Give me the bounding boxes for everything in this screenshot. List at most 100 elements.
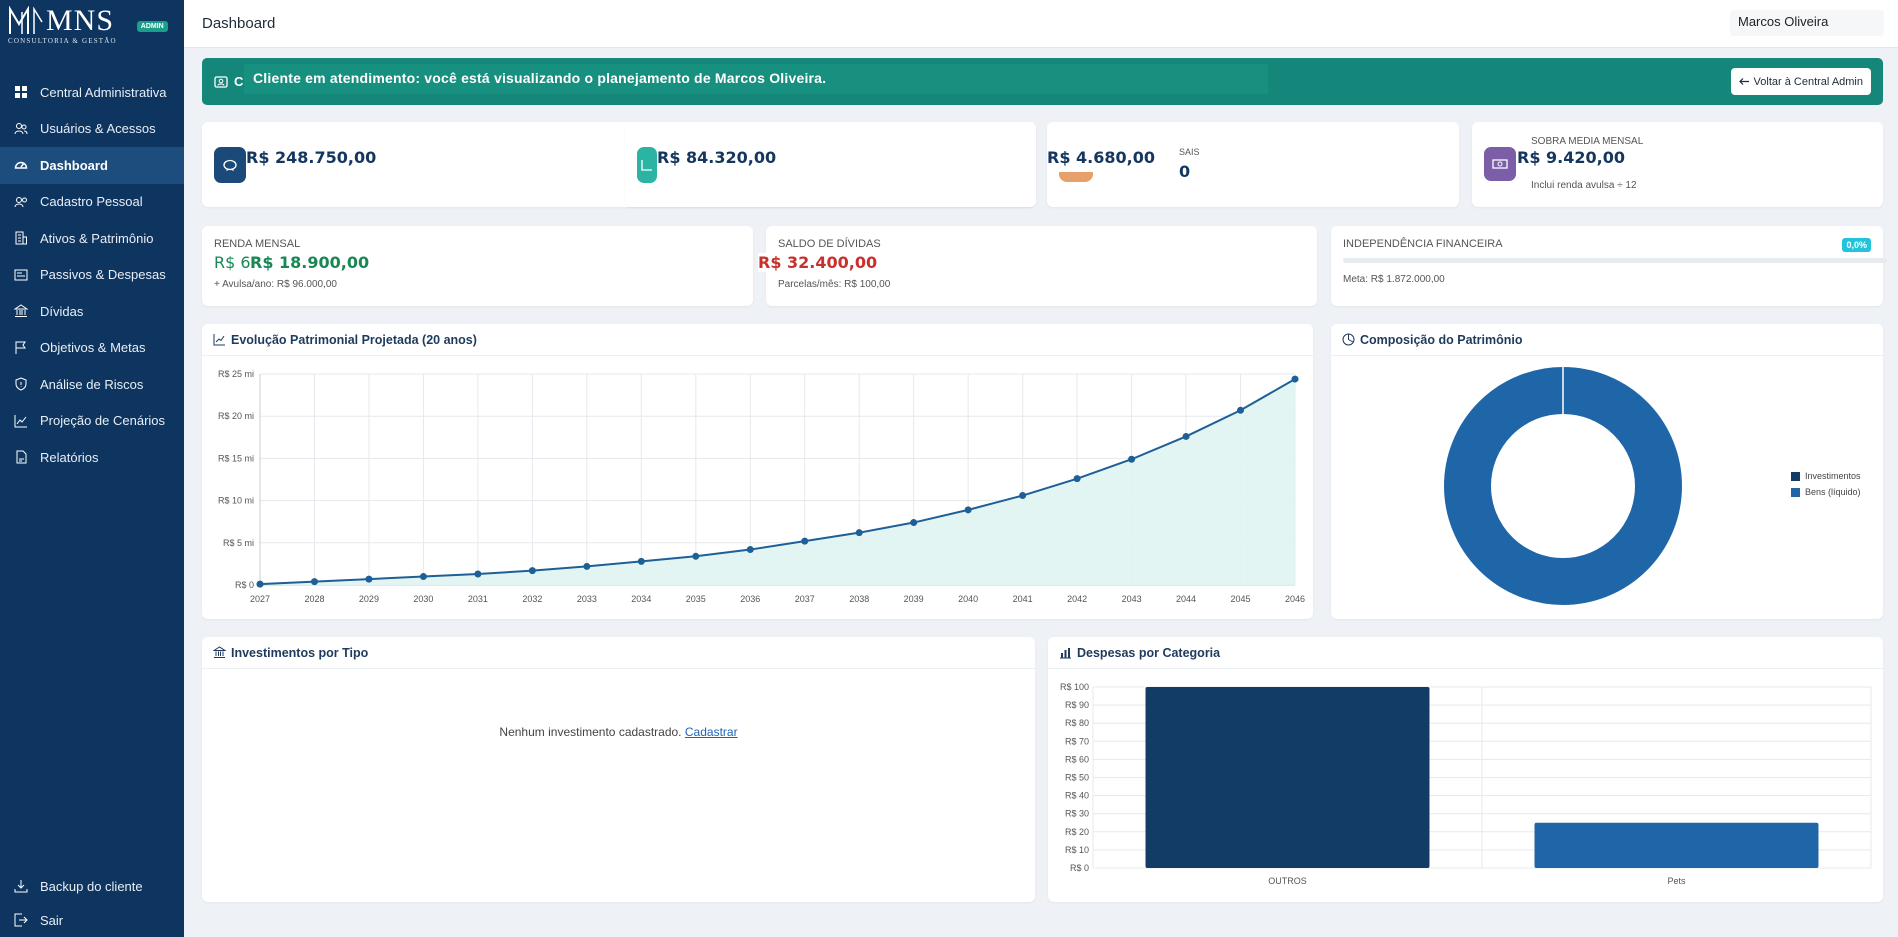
data-point (474, 570, 482, 578)
bar (1534, 822, 1819, 868)
sidebar-item-backup[interactable]: Backup do cliente (0, 869, 184, 903)
sidebar-item-dividas[interactable]: Dívidas (0, 293, 184, 330)
data-point (964, 506, 972, 514)
sidebar-item-dashboard[interactable]: Dashboard (0, 147, 184, 184)
x-tick-label: 2041 (1013, 594, 1033, 604)
users-icon (14, 122, 28, 136)
despesas-count: 0 (1179, 162, 1191, 181)
x-tick-label: 2046 (1285, 594, 1305, 604)
piggy-bank-icon (214, 147, 246, 183)
evolution-chart: R$ 0 R$ 5 mi R$ 10 mi R$ 15 mi R$ 20 mi R$ 25… (218, 369, 1305, 604)
dividas-label: SALDO DE DÍVIDAS (778, 238, 881, 250)
data-point (583, 562, 591, 570)
y-tick-label: R$ 0 (1070, 863, 1089, 873)
sidebar-item-label: Dívidas (40, 303, 84, 319)
y-tick-label: R$ 80 (1065, 718, 1089, 728)
brand-logo: MNS CONSULTORIA & GESTÃO (8, 4, 117, 46)
sobra-label: SOBRA MÉDIA MENSAL (1531, 136, 1644, 144)
topbar: Dashboard Marcos Oliveira (184, 0, 1898, 48)
patrimonio-value: R$ 248.750,00 (246, 148, 377, 167)
expenses-chart: R$ 0 R$ 10 R$ 20 R$ 30 R$ 40 R$ 50 R$ 60 R$ 70 R… (1060, 682, 1872, 886)
renda-label: RENDA MENSAL (214, 238, 301, 250)
back-to-admin-button[interactable]: Voltar à Central Admin (1730, 68, 1871, 95)
sidebar-item-label: Análise de Riscos (40, 376, 144, 392)
data-point (1237, 406, 1245, 414)
dividas-value: R$ 32.400,00 (758, 253, 878, 272)
x-tick-label: 2038 (849, 594, 869, 604)
sidebar-item-objetivos[interactable]: Objetivos & Metas (0, 330, 184, 367)
x-tick-label: 2035 (686, 594, 706, 604)
composition-card-title: Composição do Patrimônio (1360, 332, 1523, 347)
dividas-card: SALDO DE DÍVIDAS R$ 32.400,00 Parcelas/m… (758, 226, 1317, 306)
stat-card-investido: R$ 84.320,00 (625, 122, 1036, 207)
y-tick-label: R$ 20 (1065, 827, 1089, 837)
sidebar-item-label: Projeção de Cenários (40, 413, 166, 429)
receipt-icon (14, 268, 28, 282)
sidebar-item-riscos[interactable]: Análise de Riscos (0, 366, 184, 403)
flag-icon (14, 341, 28, 355)
data-point (528, 567, 536, 575)
independencia-progress (1343, 258, 1887, 263)
y-tick-label: R$ 40 (1065, 791, 1089, 801)
x-tick-label: 2029 (359, 594, 379, 604)
brand-subtitle: CONSULTORIA & GESTÃO (8, 37, 117, 45)
dividas-note: Parcelas/mês: R$ 100,00 (778, 279, 891, 290)
data-point (1182, 432, 1190, 440)
x-tick-label: OUTROS (1268, 876, 1307, 886)
x-tick-label: 2043 (1122, 594, 1142, 604)
sidebar: MNS CONSULTORIA & GESTÃO ADMIN Central A… (0, 0, 184, 937)
data-point (365, 575, 373, 583)
sidebar-item-usuarios[interactable]: Usuários & Acessos (0, 111, 184, 148)
sidebar-item-cenarios[interactable]: Projeção de Cenários (0, 403, 184, 440)
banner-message: Cliente em atendimento: você está visual… (244, 64, 1268, 94)
independencia-card: INDEPENDÊNCIA FINANCEIRA 0,0% Meta: R$ 1… (1331, 226, 1887, 306)
y-tick-label: R$ 20 mi (218, 411, 254, 421)
sidebar-item-passivos[interactable]: Passivos & Despesas (0, 257, 184, 294)
composition-chart-card: Composição do Patrimônio Investimentos B… (1331, 324, 1883, 619)
sidebar-item-label: Dashboard (40, 157, 108, 173)
sidebar-item-label: Passivos & Despesas (40, 267, 166, 283)
x-tick-label: 2039 (904, 594, 924, 604)
renda-value: R$ 18.900,00 (250, 253, 370, 272)
brand-name: MNS (46, 4, 115, 37)
sobra-value: R$ 9.420,00 (1517, 148, 1625, 167)
bank-icon (14, 304, 28, 318)
cadastrar-link[interactable]: Cadastrar (684, 725, 738, 739)
stat-card-despesas: R$ 4.680,00 SAIS 0 (1047, 122, 1459, 207)
sidebar-item-ativos[interactable]: Ativos & Patrimônio (0, 220, 184, 257)
pie-chart-icon (1342, 333, 1355, 346)
logo-mark-icon (9, 6, 43, 34)
x-tick-label: 2045 (1231, 594, 1251, 604)
chart-arrow-icon (637, 147, 657, 183)
grid-icon (14, 85, 28, 99)
sidebar-item-central-administrativa[interactable]: Central Administrativa (0, 74, 184, 111)
x-tick-label: 2036 (740, 594, 760, 604)
y-tick-label: R$ 0 (235, 580, 254, 590)
investments-empty-state: Nenhum investimento cadastrado. Cadastra… (202, 725, 1035, 739)
independencia-meta: Meta: R$ 1.872.000,00 (1343, 274, 1445, 285)
sidebar-bottom: Backup do cliente Sair (0, 869, 184, 937)
user-menu[interactable]: Marcos Oliveira (1730, 10, 1884, 36)
download-icon (14, 879, 28, 893)
arrow-left-icon (1738, 78, 1749, 85)
sidebar-item-relatorios[interactable]: Relatórios (0, 439, 184, 476)
composition-legend: Investimentos Bens (líquido) (1791, 471, 1861, 503)
trend-icon (14, 414, 28, 428)
legend-swatch (1791, 471, 1800, 481)
data-point (855, 529, 863, 537)
client-banner: Cl Cliente em atendimento: você está vis… (202, 58, 1883, 105)
data-point (692, 552, 700, 560)
legend-swatch (1791, 487, 1800, 497)
sidebar-item-label: Usuários & Acessos (40, 121, 156, 137)
building-icon (14, 231, 28, 245)
x-tick-label: 2031 (468, 594, 488, 604)
x-tick-label: Pets (1667, 876, 1686, 886)
sidebar-nav: Central Administrativa Usuários & Acesso… (0, 74, 184, 476)
brand: MNS CONSULTORIA & GESTÃO ADMIN (0, 0, 184, 56)
sidebar-item-cadastro-pessoal[interactable]: Cadastro Pessoal (0, 184, 184, 221)
sidebar-item-sair[interactable]: Sair (0, 903, 184, 937)
x-tick-label: 2037 (795, 594, 815, 604)
data-point (1073, 475, 1081, 483)
sobra-note: Inclui renda avulsa ÷ 12 (1531, 180, 1637, 191)
investments-card-header: Investimentos por Tipo (202, 637, 1035, 669)
